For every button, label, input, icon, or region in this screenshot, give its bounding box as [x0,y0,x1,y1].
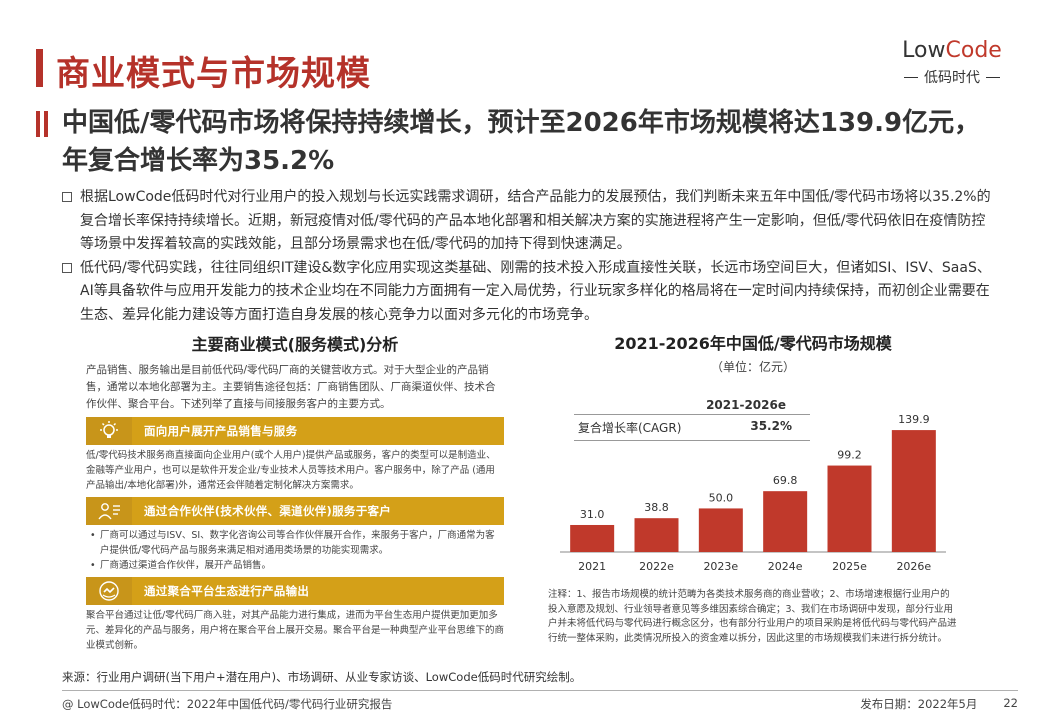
logo-tagline: 低码时代 [892,67,1012,87]
headline-subtitle: 中国低/零代码市场将保持持续增长，预计至2026年市场规模将达139.9亿元，年… [62,108,981,176]
list-item: 厂商通过渠道合作伙伴，展开产品销售。 [86,558,504,573]
data-label-2025e: 99.2 [837,449,862,462]
key-point-text: 根据LowCode低码时代对行业用户的投入规划与长远实践需求调研，结合产品能力的… [80,189,991,252]
bar-2025e [827,465,872,552]
bar-2026e [891,430,936,552]
key-point: 低代码/零代码实践，往往同组织IT建设&数字化应用实现这类基础、刚需的技术投入形… [62,257,998,328]
x-tick-label-2026e: 2026e [896,560,931,573]
market-size-panel: 2021-2026年中国低/零代码市场规模 （单位：亿元） 31.0 2021 38… [548,330,958,573]
section-title: 通过聚合平台生态进行产品输出 [144,584,310,598]
section-body: 厂商可以通过与ISV、SI、数字化咨询公司等合作伙伴展开合作，来服务于客户，厂商… [86,528,504,573]
x-tick-label-2025e: 2025e [832,560,867,573]
footer-report-name: @ LowCode低码时代：2022年中国低代码/零代码行业研究报告 [62,697,393,711]
logo-accent: Code [945,38,1002,63]
section-title: 通过合作伙伴(技术伙伴、渠道伙伴)服务于客户 [144,504,392,518]
model-section-partners: 通过合作伙伴(技术伙伴、渠道伙伴)服务于客户 厂商可以通过与ISV、SI、数字化… [86,497,504,573]
data-label-2024e: 69.8 [773,474,798,487]
section-body: 低/零代码技术服务商直接面向企业用户(或个人用户)提供产品或服务，客户的类型可以… [86,450,496,491]
checkbox-bullet-icon [62,262,72,273]
lightbulb-icon [86,417,132,445]
section-title: 面向用户展开产品销售与服务 [144,424,298,438]
business-model-panel: 主要商业模式(服务模式)分析 产品销售、服务输出是目前低代码/零代码厂商的关键营… [86,330,504,653]
data-label-2022e: 38.8 [644,501,669,514]
market-size-bar-chart: 31.0 2021 38.8 2022e 50.0 2023e 69.8 2024e 99.2 2… [560,413,946,573]
model-section-direct: 面向用户展开产品销售与服务 低/零代码技术服务商直接面向企业用户(或个人用户)提… [86,417,504,493]
subtitle-accent-bars [36,111,48,137]
cagr-label: 复合增长率(CAGR) [578,421,682,435]
x-tick-label-2022e: 2022e [639,560,674,573]
section-header: 通过合作伙伴(技术伙伴、渠道伙伴)服务于客户 [86,497,504,525]
model-section-platform: 通过聚合平台生态进行产品输出 聚合平台通过让低/零代码厂商入驻，对其产品能力进行… [86,577,504,653]
section-header: 通过聚合平台生态进行产品输出 [86,577,504,605]
business-model-intro: 产品销售、服务输出是目前低代码/零代码厂商的关键营收方式。对于大型企业的产品销售… [86,364,496,410]
chart-footnote: 注释：1、报告市场规模的统计范畴为各类技术服务商的商业营收；2、市场增速根据行业… [548,589,957,644]
cagr-table: 2021-2026e 复合增长率(CAGR) 35.2% [574,398,810,441]
cagr-header: 2021-2026e [574,398,810,415]
bar-2021 [570,524,615,552]
x-tick-label-2021: 2021 [578,560,606,573]
key-points: 根据LowCode低码时代对行业用户的投入规划与长远实践需求调研，结合产品能力的… [62,186,998,327]
brand-logo: LowCode 低码时代 [892,38,1012,87]
source-citation: 来源：行业用户调研(当下用户+潜在用户)、市场调研、从业专家访谈、LowCode… [62,670,582,684]
key-point: 根据LowCode低码时代对行业用户的投入规划与长远实践需求调研，结合产品能力的… [62,186,998,257]
publish-date: 发布日期：2022年5月 [860,697,978,711]
title-accent-bar [36,49,43,87]
page-title: 商业模式与市场规模 [56,54,371,94]
business-model-heading: 主要商业模式(服务模式)分析 [191,335,399,354]
bar-2024e [763,491,808,552]
section-body: 聚合平台通过让低/零代码厂商入驻，对其产品能力进行集成，进而为平台生态用户提供更… [86,610,505,651]
list-item: 厂商可以通过与ISV、SI、数字化咨询公司等合作伙伴展开合作，来服务于客户，厂商… [86,528,504,558]
key-point-text: 低代码/零代码实践，往往同组织IT建设&数字化应用实现这类基础、刚需的技术投入形… [80,259,991,323]
cagr-value: 35.2% [750,419,792,433]
bar-2022e [634,518,679,552]
partner-icon [86,497,132,525]
x-tick-label-2023e: 2023e [703,560,738,573]
chart-title: 2021-2026年中国低/零代码市场规模 [614,334,892,353]
logo-sub-text: 低码时代 [924,70,980,86]
data-label-2026e: 139.9 [898,413,930,426]
footer-divider [62,690,1018,691]
page-number: 22 [1003,696,1018,710]
data-label-2021: 31.0 [580,508,605,521]
bar-2023e [698,508,743,552]
platform-icon [86,577,132,605]
chart-unit: （单位：亿元） [710,360,795,374]
section-header: 面向用户展开产品销售与服务 [86,417,504,445]
data-label-2023e: 50.0 [709,491,734,504]
logo-prefix: Low [902,38,946,63]
footer-meta: 发布日期：2022年5月 22 [860,696,1018,712]
logo-wordmark: LowCode [892,38,1012,63]
x-tick-label-2024e: 2024e [768,560,803,573]
checkbox-bullet-icon [62,192,72,202]
cagr-row: 复合增长率(CAGR) 35.2% [574,415,810,441]
